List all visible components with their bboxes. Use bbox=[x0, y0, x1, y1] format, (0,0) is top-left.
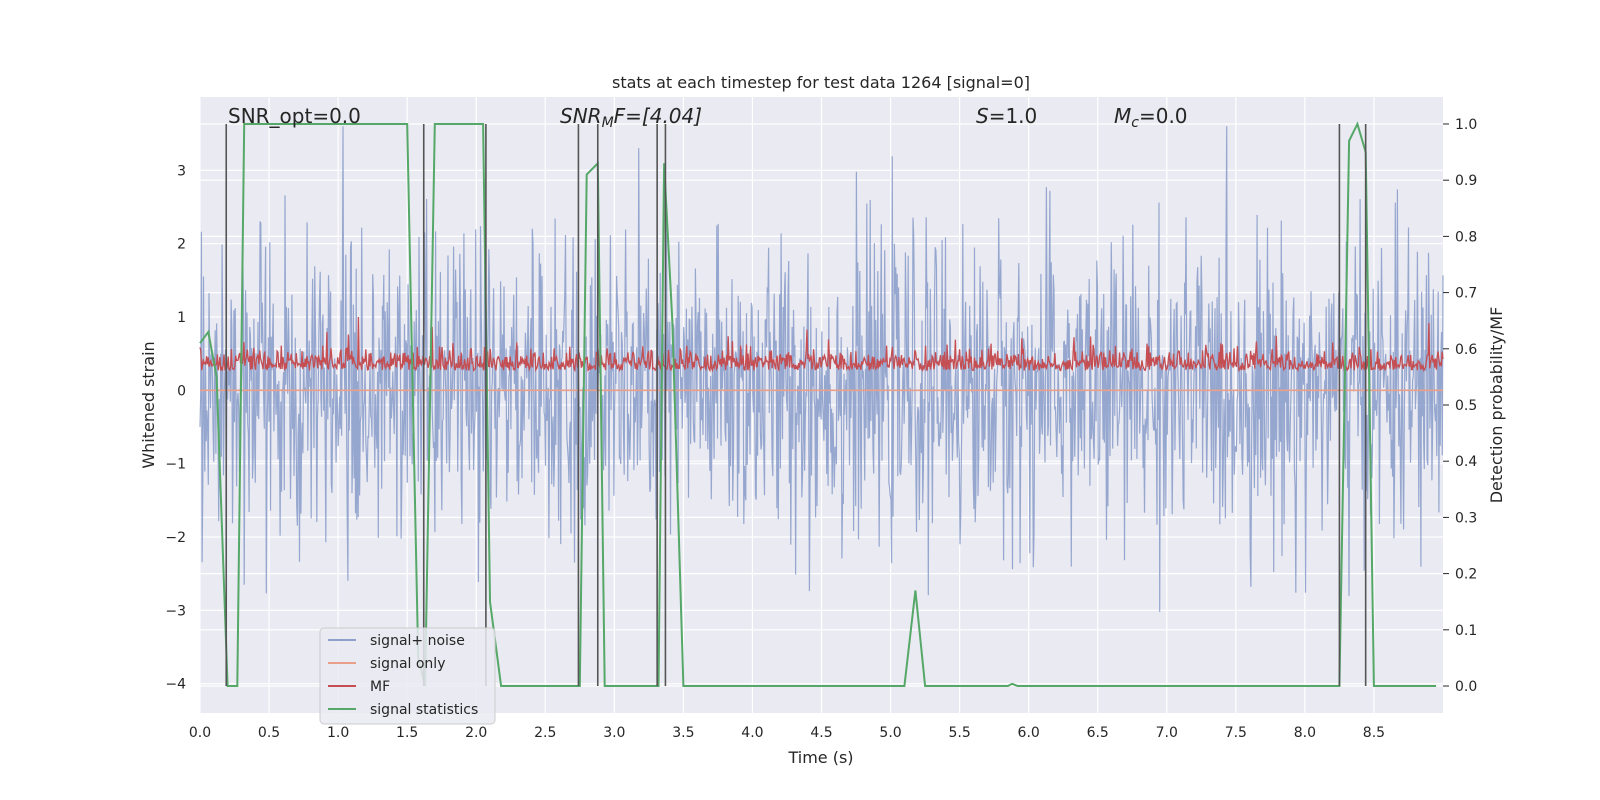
annotation-snr-mf-sub: M bbox=[602, 115, 614, 131]
x-axis-ticks: 0.0 0.5 1.0 1.5 2.0 2.5 3.0 3.5 4.0 4.5 5.0 5.5 6.0 6… bbox=[189, 725, 1385, 741]
right-y-tick-label: 0.8 bbox=[1455, 229, 1477, 245]
right-y-tick-label: 0.2 bbox=[1455, 567, 1477, 583]
annotation-mc: Mc=0.0 bbox=[1114, 104, 1188, 131]
annotation-s-rest: =1.0 bbox=[989, 104, 1038, 128]
chart-title: stats at each timestep for test data 126… bbox=[612, 73, 1030, 92]
x-tick-label: 4.0 bbox=[741, 725, 763, 741]
x-tick-label: 2.0 bbox=[465, 725, 487, 741]
x-tick-label: 3.0 bbox=[603, 725, 625, 741]
x-tick-label: 1.5 bbox=[396, 725, 418, 741]
vertical-markers bbox=[225, 123, 1367, 687]
annotation-snr-mf: SNRMF=[4.04] bbox=[560, 104, 702, 131]
left-y-tick-label: −4 bbox=[165, 677, 186, 693]
annotation-s: S=1.0 bbox=[976, 104, 1037, 128]
x-tick-label: 7.5 bbox=[1225, 725, 1247, 741]
left-y-tick-label: −3 bbox=[165, 603, 186, 619]
x-tick-label: 6.5 bbox=[1087, 725, 1109, 741]
x-tick-label: 0.0 bbox=[189, 725, 211, 741]
left-y-tick-label: 0 bbox=[177, 383, 186, 399]
right-y-tick-label: 0.6 bbox=[1455, 342, 1477, 358]
annotation-mc-main: M bbox=[1114, 104, 1131, 128]
x-axis-label: Time (s) bbox=[787, 748, 853, 767]
right-y-tick-label: 0.9 bbox=[1455, 173, 1477, 189]
left-y-tick-label: −2 bbox=[165, 530, 186, 546]
legend-label-signal-only: signal only bbox=[370, 656, 445, 672]
right-y-tick-label: 0.5 bbox=[1455, 398, 1477, 414]
annotation-snr-mf-main: SNR bbox=[560, 104, 602, 128]
annotation-mc-rest: =0.0 bbox=[1139, 104, 1188, 128]
x-tick-label: 0.5 bbox=[258, 725, 280, 741]
legend-label-signal-noise: signal+ noise bbox=[370, 633, 465, 649]
legend-label-signal-statistics: signal statistics bbox=[370, 702, 478, 718]
right-y-tick-label: 0.1 bbox=[1455, 623, 1477, 639]
legend-box bbox=[319, 627, 496, 725]
left-y-tick-label: 2 bbox=[177, 237, 186, 253]
right-y-tick-label: 0.3 bbox=[1455, 510, 1477, 526]
right-y-tick-label: 0.0 bbox=[1455, 679, 1477, 695]
annotation-snr-opt: SNR_opt=0.0 bbox=[228, 104, 361, 128]
x-tick-label: 7.0 bbox=[1156, 725, 1178, 741]
left-y-tick-label: 3 bbox=[177, 163, 186, 179]
x-tick-label: 5.5 bbox=[948, 725, 970, 741]
left-y-axis-ticks: −4 −3 −2 −1 0 1 2 3 bbox=[165, 163, 186, 692]
x-tick-label: 4.5 bbox=[810, 725, 832, 741]
left-y-tick-label: 1 bbox=[177, 310, 186, 326]
x-tick-label: 8.0 bbox=[1294, 725, 1316, 741]
series-signal-statistics bbox=[199, 121, 1437, 687]
right-y-axis-ticks: 0.0 0.1 0.2 0.3 0.4 0.5 0.6 0.7 0.8 0.9 1.0 bbox=[1443, 117, 1477, 695]
series-signal-noise bbox=[199, 126, 1444, 613]
x-tick-label: 3.5 bbox=[672, 725, 694, 741]
x-tick-label: 1.0 bbox=[327, 725, 349, 741]
x-tick-label: 8.5 bbox=[1363, 725, 1385, 741]
x-tick-label: 5.0 bbox=[879, 725, 901, 741]
annotation-snr-mf-rest: F=[4.04] bbox=[614, 104, 702, 128]
right-y-tick-label: 0.4 bbox=[1455, 454, 1477, 470]
x-tick-label: 6.0 bbox=[1018, 725, 1040, 741]
series-layer bbox=[199, 121, 1444, 687]
right-y-tick-label: 0.7 bbox=[1455, 286, 1477, 302]
legend: signal+ noise signal only MF signal stat… bbox=[319, 627, 496, 725]
right-y-axis-label: Detection probability/MF bbox=[1487, 307, 1506, 504]
x-tick-label: 2.5 bbox=[534, 725, 556, 741]
right-y-tick-label: 1.0 bbox=[1455, 117, 1477, 133]
annotation-s-main: S bbox=[976, 104, 989, 128]
series-mf bbox=[199, 316, 1444, 373]
left-y-axis-label: Whitened strain bbox=[139, 341, 158, 468]
left-y-tick-label: −1 bbox=[165, 457, 186, 473]
legend-label-mf: MF bbox=[370, 679, 390, 695]
annotation-mc-sub: c bbox=[1131, 115, 1139, 131]
